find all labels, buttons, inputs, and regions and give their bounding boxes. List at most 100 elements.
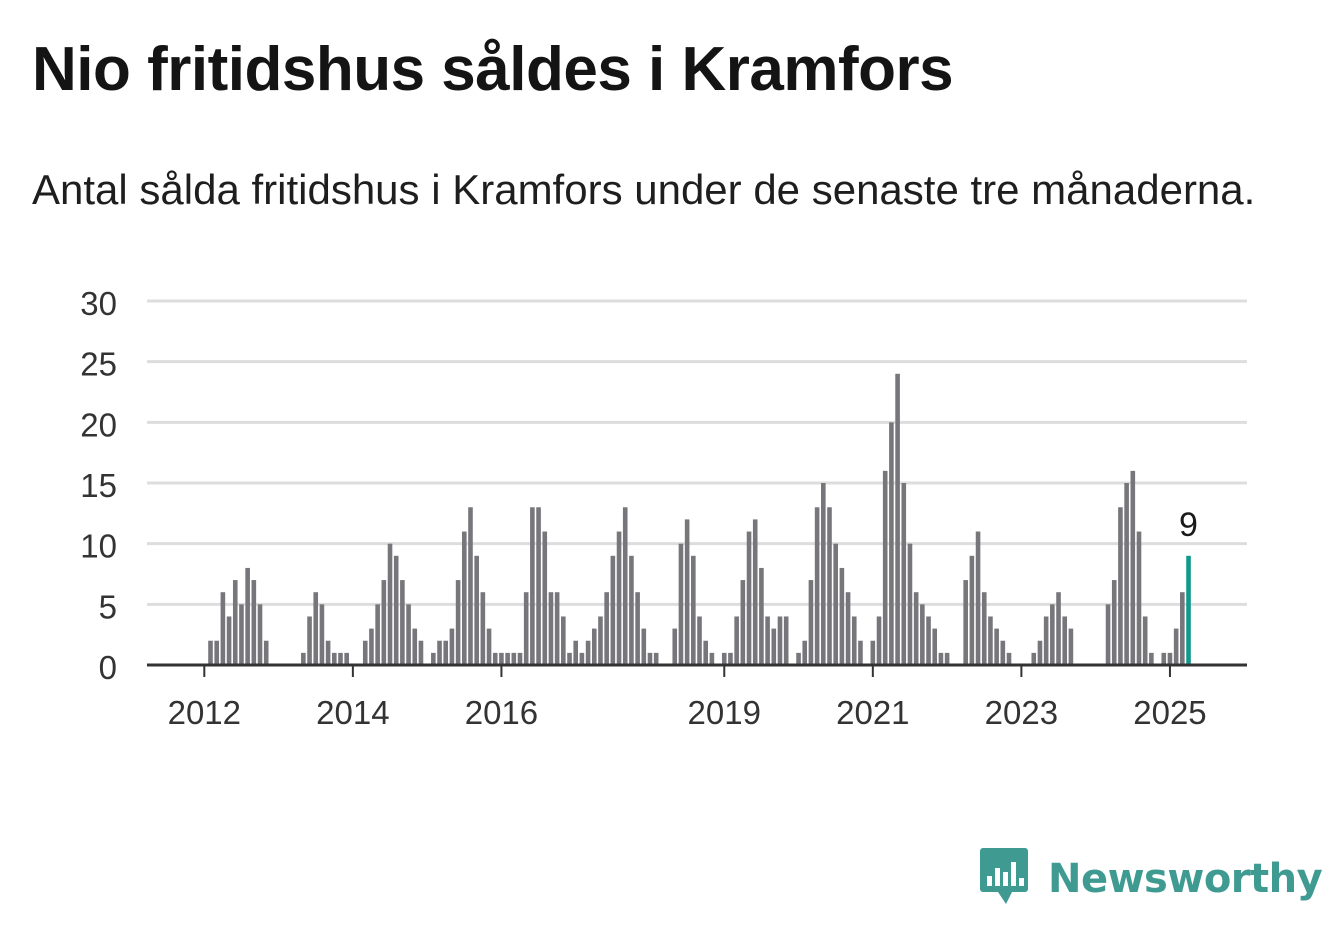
bar: [721, 652, 727, 665]
bar: [307, 616, 312, 665]
bar: [975, 531, 981, 665]
bar: [641, 628, 647, 665]
bar: [232, 580, 238, 665]
bar: [263, 640, 269, 665]
bar: [1050, 604, 1055, 665]
bar: [381, 580, 387, 665]
bar: [344, 652, 349, 665]
bar: [833, 543, 838, 665]
bar: [1056, 592, 1061, 665]
newsworthy-logo: Newsworthy: [980, 848, 1322, 910]
bar: [808, 580, 814, 665]
bar: [635, 592, 640, 665]
bar: [1068, 628, 1074, 665]
bar: [913, 592, 919, 665]
bar: [548, 592, 554, 665]
bar: [245, 567, 250, 665]
bar: [1161, 652, 1167, 665]
bar: [257, 604, 263, 665]
bar: [1111, 580, 1117, 665]
bar: [1167, 652, 1173, 665]
bar: [653, 652, 659, 665]
bar: [740, 580, 746, 665]
bar: [554, 592, 560, 665]
bar: [492, 652, 498, 665]
bar: [1105, 604, 1111, 665]
y-tick-label: 10: [80, 528, 117, 565]
bar: [845, 592, 851, 665]
bar: [759, 567, 764, 665]
bar: [499, 652, 504, 665]
bar: [1142, 616, 1148, 665]
bar: [684, 519, 690, 665]
bar: [1118, 507, 1123, 665]
bar: [882, 470, 888, 665]
y-axis-ticks: 0 5 10 15 20 25 30: [80, 285, 117, 686]
bar: [301, 652, 306, 665]
bar: [369, 628, 374, 665]
bar: [932, 628, 938, 665]
bar: [821, 483, 826, 665]
bar: [1006, 652, 1012, 665]
bar: [901, 483, 907, 665]
bar: [777, 616, 783, 665]
bar: [1000, 640, 1006, 665]
bar: [517, 652, 523, 665]
bar: [728, 652, 733, 665]
bar: [629, 555, 634, 665]
bar: [1043, 616, 1049, 665]
brand-name: Newsworthy: [1048, 856, 1322, 902]
x-tick-label: 2021: [836, 694, 909, 731]
bar: [480, 592, 486, 665]
bar: [771, 628, 777, 665]
bar: [375, 604, 380, 665]
bar: [895, 373, 900, 665]
bar: [214, 640, 219, 665]
bar: [468, 507, 473, 665]
bar: [239, 604, 244, 665]
bar: [802, 640, 808, 665]
bar: [598, 616, 603, 665]
bar: [505, 652, 510, 665]
bar: [319, 604, 325, 665]
chart-title: Nio fritidshus såldes i Kramfors: [32, 35, 954, 104]
bar: [938, 652, 944, 665]
bar: [1130, 470, 1136, 665]
bar: [827, 507, 832, 665]
data-labels: 9: [1179, 506, 1198, 544]
bar: [672, 628, 678, 665]
bar: [647, 652, 653, 665]
bar: [981, 592, 987, 665]
bar: [400, 580, 405, 665]
bar: [431, 652, 436, 665]
bar: [449, 628, 455, 665]
bar: [678, 543, 684, 665]
bar: [858, 640, 863, 665]
bar: [1062, 616, 1068, 665]
bar: [876, 616, 882, 665]
bar: [579, 652, 585, 665]
bar: [604, 592, 609, 665]
bar: [796, 652, 801, 665]
bar: [616, 531, 622, 665]
bar: [573, 640, 579, 665]
bar: [387, 543, 393, 665]
bar: [1173, 628, 1179, 665]
bar: [1031, 652, 1037, 665]
bar: [926, 616, 931, 665]
bar: [536, 507, 541, 665]
bar: [530, 507, 535, 665]
highlight-bar: [1186, 555, 1191, 665]
bar: [591, 628, 597, 665]
bar: [1149, 652, 1154, 665]
y-tick-label: 5: [99, 588, 117, 625]
y-tick-label: 20: [80, 406, 117, 443]
bar: [889, 422, 894, 665]
bar: [1180, 592, 1185, 665]
bar: [709, 652, 715, 665]
bar: [437, 640, 442, 665]
bar: [406, 604, 411, 665]
x-tick-label: 2025: [1133, 694, 1206, 731]
y-tick-label: 0: [99, 649, 117, 686]
